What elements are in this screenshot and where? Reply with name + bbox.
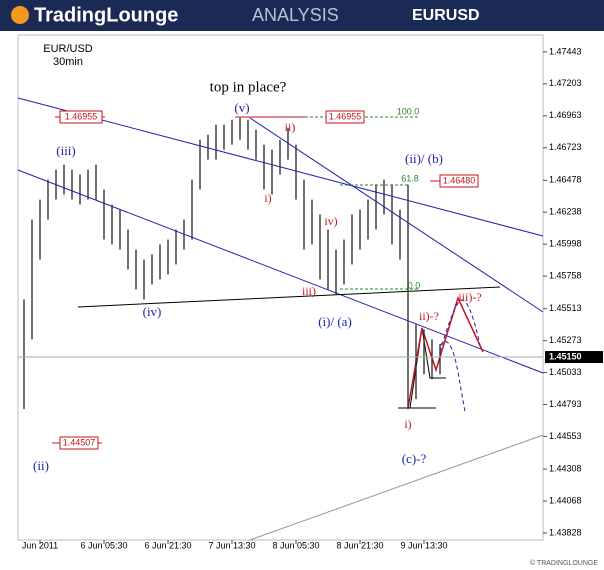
annotation: top in place? (210, 79, 287, 95)
channel-line (17, 169, 544, 374)
price-box (59, 436, 99, 450)
x-tick-label: 6 Jun 21:30 (144, 540, 191, 550)
fib-label: 61.8 (401, 173, 419, 183)
x-tick-label: 7 Jun 13:30 (208, 540, 255, 550)
trend-line (249, 434, 544, 541)
channel-line (249, 117, 544, 313)
logo-icon (11, 6, 29, 24)
wave-label: ii) (285, 120, 296, 134)
fib-label: 100.0 (397, 106, 420, 116)
projection (439, 299, 481, 353)
y-tick-label: 1.46723 (549, 142, 582, 152)
x-tick-label: 9 Jun 13:30 (400, 540, 447, 550)
plot-frame (17, 34, 544, 541)
last-price-box (545, 351, 603, 364)
wave-label: (i)/ (a) (318, 314, 352, 329)
x-tick-label: 8 Jun 21:30 (336, 540, 383, 550)
wave-label: (ii) (33, 458, 49, 473)
y-tick-label: 1.46238 (549, 207, 582, 217)
chart-title: EUR/USD (43, 43, 93, 55)
x-tick-label: 8 Jun 05:30 (272, 540, 319, 550)
wave-label: iv) (324, 214, 337, 228)
y-tick-label: 1.46963 (549, 110, 582, 120)
projection (439, 341, 466, 413)
wave-label: (iii) (56, 143, 76, 158)
last-price-label: 1.45150 (549, 351, 582, 361)
wave-label: (v) (234, 100, 249, 115)
wave-label: iii) (302, 284, 316, 298)
y-tick-label: 1.45513 (549, 303, 582, 313)
y-tick-label: 1.45998 (549, 239, 582, 249)
annotations: top in place? (v) (iii) (iv) (ii) i) ii)… (33, 79, 482, 473)
y-tick-label: 1.47443 (549, 46, 582, 56)
y-tick-label: 1.45758 (549, 270, 582, 280)
x-tick-label: Jun 2011 (22, 540, 58, 550)
trend-line (77, 286, 501, 308)
wave-label: i) (404, 417, 411, 431)
wave-label: (c)-? (402, 451, 427, 466)
price-label: 1.44507 (63, 437, 96, 447)
y-tick-label: 1.43828 (549, 527, 582, 537)
y-tick-label: 1.44553 (549, 431, 582, 441)
wave-label: i) (264, 191, 271, 205)
wave-label: (iv) (143, 304, 162, 319)
header-bar (0, 0, 604, 31)
wave-label: (ii)/ (b) (405, 151, 443, 166)
wave-label: ii)-? (419, 309, 439, 323)
footer: © TRADINGLOUNGE (530, 559, 598, 567)
header-subtitle: ANALYSIS (252, 5, 339, 25)
logo: TradingLounge (34, 4, 178, 26)
header-symbol: EURUSD (412, 7, 480, 24)
x-tick-label: 6 Jun 05:30 (80, 540, 127, 550)
overlay (17, 97, 544, 541)
fib-label: 0.0 (408, 280, 421, 290)
projection (407, 295, 484, 409)
y-tick-label: 1.46478 (549, 175, 582, 185)
y-tick-label: 1.44068 (549, 495, 582, 505)
price-label: 1.46480 (443, 175, 476, 185)
chart-subtitle: 30min (53, 56, 83, 68)
price-box (325, 110, 365, 124)
y-tick-label: 1.44793 (549, 399, 582, 409)
y-tick-label: 1.44308 (549, 463, 582, 473)
y-tick-label: 1.47203 (549, 78, 582, 88)
price-label: 1.46955 (65, 111, 98, 121)
wave-label: iii)-? (458, 290, 481, 304)
y-tick-label: 1.45273 (549, 335, 582, 345)
price-box (439, 174, 479, 188)
price-label: 1.46955 (329, 111, 362, 121)
price-box (59, 110, 103, 124)
y-tick-label: 1.45033 (549, 367, 582, 377)
